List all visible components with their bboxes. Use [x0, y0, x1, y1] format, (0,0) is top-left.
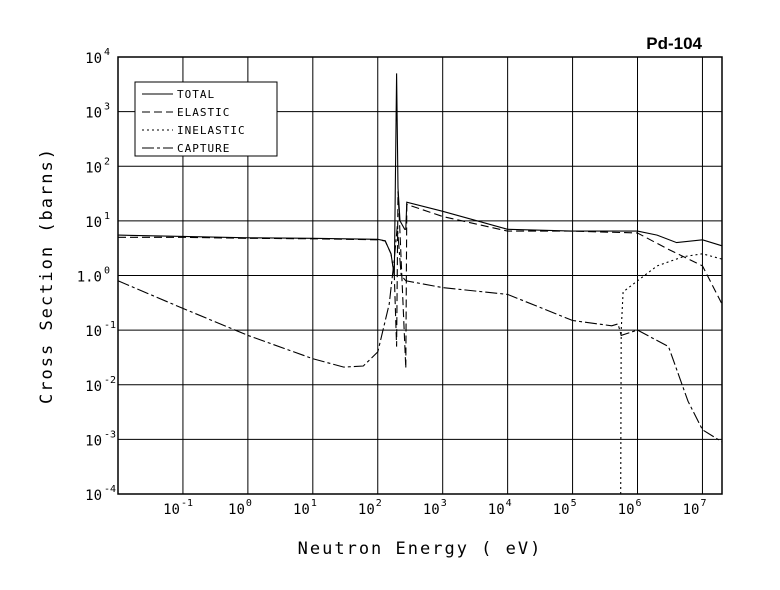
x-tick-label: 10 2	[358, 498, 382, 518]
y-tick-exponent: 2	[104, 156, 110, 167]
legend-label: ELASTIC	[177, 106, 230, 119]
y-tick-base: 10	[85, 379, 102, 395]
x-tick-exponent: -1	[181, 498, 193, 509]
y-tick-exponent: -1	[104, 320, 116, 331]
x-tick-base: 10	[423, 502, 440, 518]
series-elastic-line	[118, 191, 723, 369]
y-tick-label: 10 -2	[85, 375, 116, 395]
y-tick-label: 10 4	[85, 47, 110, 67]
x-tick-exponent: 3	[441, 498, 447, 509]
y-tick-base: 10	[85, 324, 102, 340]
y-tick-base: 10	[85, 488, 102, 504]
y-tick-exponent: 3	[104, 102, 110, 113]
y-tick-exponent: -2	[104, 375, 116, 386]
x-tick-base: 10	[163, 502, 180, 518]
legend-label: TOTAL	[177, 88, 215, 101]
x-tick-exponent: 1	[311, 498, 317, 509]
x-tick-exponent: 6	[636, 498, 642, 509]
legend-box	[134, 81, 278, 157]
x-tick-label: 10 1	[293, 498, 317, 518]
y-tick-base: 10	[85, 433, 102, 449]
y-axis-label: Cross Section (barns)	[37, 147, 57, 404]
y-tick-base: 10	[85, 106, 102, 122]
x-tick-base: 10	[553, 502, 570, 518]
y-tick-exponent: 4	[104, 47, 110, 58]
x-tick-exponent: 7	[700, 498, 706, 509]
x-tick-base: 10	[228, 502, 245, 518]
grid-lines	[118, 57, 722, 494]
x-tick-base: 10	[293, 502, 310, 518]
legend: TOTAL ELASTIC INELASTIC CAPTURE	[134, 81, 278, 157]
y-tick-exponent: 1	[104, 211, 110, 222]
y-tick-base: 1.0	[77, 270, 102, 286]
legend-label: INELASTIC	[177, 124, 246, 137]
y-tick-label: 10 3	[85, 102, 110, 122]
y-tick-label: 1.0 0	[77, 266, 110, 286]
x-tick-label: 10 4	[488, 498, 512, 518]
plot-frame	[117, 56, 723, 495]
x-tick-base: 10	[618, 502, 635, 518]
y-tick-label: 10 -1	[85, 320, 116, 340]
x-tick-label: 10 0	[228, 498, 252, 518]
y-tick-exponent: -3	[104, 429, 116, 440]
x-tick-exponent: 4	[506, 498, 512, 509]
x-tick-base: 10	[683, 502, 700, 518]
chart-title: Pd-104	[646, 34, 702, 53]
x-tick-label: 10 7	[683, 498, 707, 518]
x-tick-label: 10 5	[553, 498, 577, 518]
y-tick-label: 10 -4	[85, 484, 116, 504]
x-tick-base: 10	[488, 502, 505, 518]
x-tick-label: 10 6	[618, 498, 642, 518]
x-tick-exponent: 2	[376, 498, 382, 509]
y-tick-label: 10 -3	[85, 429, 116, 449]
x-tick-exponent: 5	[571, 498, 577, 509]
y-tick-label: 10 2	[85, 156, 110, 176]
legend-label: CAPTURE	[177, 142, 230, 155]
y-tick-exponent: -4	[104, 484, 116, 495]
x-tick-label: 10 -1	[163, 498, 193, 518]
y-tick-label: 10 1	[85, 211, 110, 231]
y-tick-base: 10	[85, 160, 102, 176]
y-tick-exponent: 0	[104, 266, 110, 277]
y-tick-base: 10	[85, 215, 102, 231]
x-axis-label: Neutron Energy ( eV)	[298, 539, 543, 559]
series-capture-line	[117, 226, 723, 443]
x-tick-base: 10	[358, 502, 375, 518]
x-tick-labels: 10 -1 10 0 10 1 10 2 10 3 10 4 10 5 10 6 10 7	[163, 498, 706, 518]
y-tick-base: 10	[85, 51, 102, 67]
x-tick-exponent: 0	[246, 498, 252, 509]
series-group	[117, 73, 723, 495]
x-tick-label: 10 3	[423, 498, 447, 518]
series-inelastic-line	[620, 253, 723, 495]
series-total-line	[117, 73, 723, 276]
